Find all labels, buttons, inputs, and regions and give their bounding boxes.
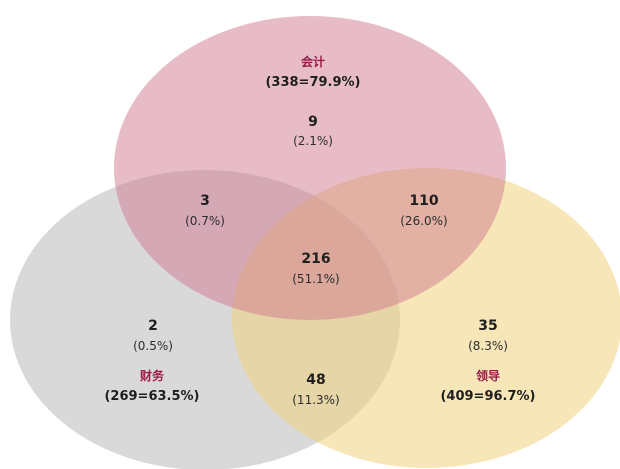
set-kuaiji-circle (114, 16, 506, 320)
region-caiwu-lingdao-count: 48 (306, 372, 325, 388)
region-lingdao-only-count: 35 (478, 318, 497, 334)
region-kuaiji-lingdao-pct: (26.0%) (400, 214, 447, 228)
region-kuaiji-lingdao-count: 110 (409, 193, 438, 209)
region-caiwu-only-count: 2 (148, 318, 158, 334)
region-kuaiji-only-pct: (2.1%) (293, 134, 333, 148)
region-all-pct: (51.1%) (292, 272, 339, 286)
region-caiwu-only-pct: (0.5%) (133, 339, 173, 353)
set-kuaiji-total: (338=79.9%) (265, 75, 360, 90)
region-kuaiji-caiwu-pct: (0.7%) (185, 214, 225, 228)
region-lingdao-only-pct: (8.3%) (468, 339, 508, 353)
region-kuaiji-caiwu-count: 3 (200, 193, 210, 209)
set-caiwu-total: (269=63.5%) (104, 389, 199, 404)
region-caiwu-lingdao-pct: (11.3%) (292, 393, 339, 407)
set-caiwu-name: 财务 (139, 368, 165, 383)
set-lingdao-total: (409=96.7%) (440, 389, 535, 404)
set-kuaiji-name: 会计 (301, 54, 325, 69)
set-lingdao-name: 领导 (476, 368, 500, 383)
region-all-count: 216 (301, 251, 330, 267)
region-kuaiji-only-count: 9 (308, 114, 318, 130)
